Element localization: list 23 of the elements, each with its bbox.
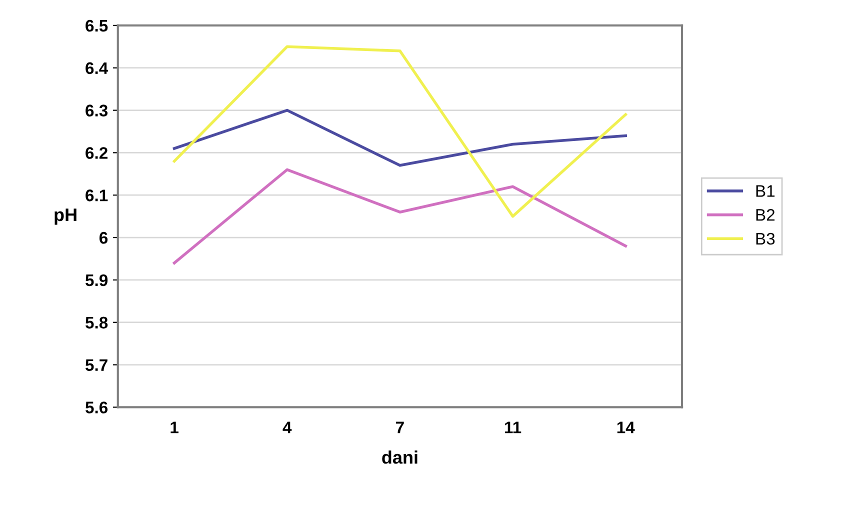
y-axis-title: pH — [54, 208, 76, 225]
x-tick-label: 14 — [617, 422, 635, 434]
legend-label: B2 — [756, 208, 775, 221]
line-series — [172, 168, 627, 264]
legend-label: B3 — [756, 232, 775, 245]
x-tick-label: 1 — [170, 422, 178, 434]
y-tick-label: 6.2 — [86, 147, 108, 159]
x-tick-label: 7 — [396, 422, 404, 434]
legend-label: B1 — [756, 185, 775, 197]
x-axis-title: dani — [382, 450, 418, 464]
y-tick-label: 5.7 — [86, 359, 108, 371]
y-tick-label: 5.9 — [86, 274, 108, 286]
y-tick-label: 5.8 — [86, 316, 108, 329]
y-tick-label: 6.3 — [86, 104, 108, 117]
y-tick-label: 6.4 — [86, 62, 108, 74]
x-tick-label: 11 — [505, 422, 522, 434]
line-series — [172, 45, 627, 218]
y-tick-label: 6.1 — [86, 190, 108, 202]
y-tick-label: 6 — [100, 232, 108, 244]
x-tick-label: 4 — [282, 422, 292, 434]
y-tick-label: 5.6 — [86, 402, 108, 414]
line-series — [172, 108, 627, 167]
y-tick-label: 6.5 — [86, 20, 108, 32]
